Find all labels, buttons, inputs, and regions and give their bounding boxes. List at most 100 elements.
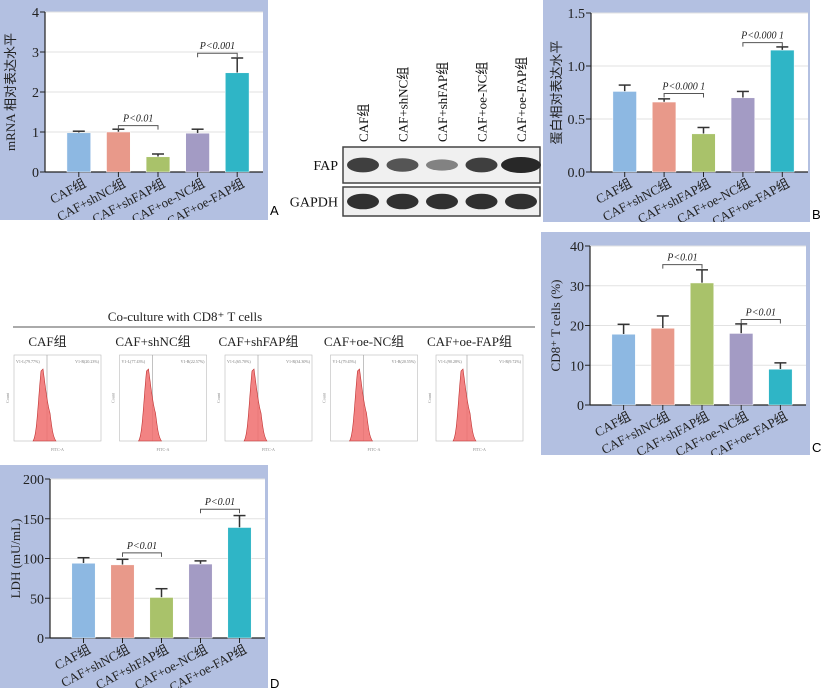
significance-bracket [200, 508, 240, 514]
y-tick-label: 100 [23, 553, 44, 568]
gate-left-label: V1-L(90.28%) [438, 359, 462, 364]
bar [225, 72, 250, 173]
y-tick-label: 0 [577, 399, 584, 414]
flow-panel-title: CAF+oe-NC组 [324, 334, 404, 349]
gate-right-label: V1-R(20.55%) [392, 359, 417, 364]
flow-plot-frame [119, 354, 207, 442]
flow-plot-frame [435, 354, 524, 442]
histogram-peak [452, 368, 477, 442]
y-axis-label: Count [5, 392, 10, 403]
bar [652, 101, 677, 173]
y-axis-label: Count [322, 392, 327, 403]
lane-label: CAF+oe-FAP组 [514, 57, 529, 142]
ldh-chart-panel: 0 50 100 150 200 LDH (mU/mL) CAF组 CAF+shNC组 CAF+… [0, 465, 268, 690]
y-tick-label: 1.5 [568, 7, 586, 22]
histogram-peak [243, 368, 268, 442]
flow-plot-frame [13, 354, 102, 442]
gate-left-label: V1-L(77.43%) [122, 359, 146, 364]
x-axis-label: FITC-A [368, 447, 381, 452]
histogram-peak [348, 368, 374, 442]
significance-bracket [740, 319, 781, 324]
bar [729, 333, 754, 406]
bar-chart: 0.00.51.01.5蛋白相对表达水平CAF组CAF+shNC组CAF+shF… [543, 0, 810, 229]
x-axis-label: FITC-A [262, 447, 275, 452]
bar [227, 527, 252, 639]
bar [185, 132, 210, 173]
flow-plot-frame [330, 354, 418, 442]
cd8-chart-panel: 0 10 20 30 40 CD8⁺ T cells (%) CAF组 CAF+shNC组 CA… [541, 232, 810, 462]
flow-cytometry: Co-culture with CD8⁺ T cells CAF组 V1-L(79.… [5, 309, 535, 452]
bar [66, 132, 91, 173]
bar [691, 133, 716, 173]
x-axis-label: FITC-A [157, 447, 170, 452]
gate-left-label: V1-L(79.77%) [16, 359, 40, 364]
significance-label: P<0.000 1 [661, 82, 705, 93]
significance-label: P<0.01 [126, 541, 157, 552]
y-tick-label: 10 [570, 359, 584, 374]
y-tick-label: 1.0 [568, 60, 586, 75]
bar [730, 97, 755, 173]
y-tick-label: 150 [23, 513, 44, 528]
y-tick-label: 1 [32, 126, 39, 141]
bar [149, 597, 174, 639]
y-axis-label: Count [216, 392, 221, 403]
y-tick-label: 0 [37, 632, 44, 647]
lane-label: CAF组 [356, 104, 371, 142]
y-axis-label: CD8⁺ T cells (%) [548, 280, 563, 372]
x-axis-label: FITC-A [51, 447, 64, 452]
panel-label-d: D [270, 676, 280, 690]
blot-row-label: GAPDH [290, 196, 338, 211]
gate-right-label: V1-R(22.57%) [181, 359, 206, 364]
histogram-peak [32, 368, 57, 442]
blot-band [386, 158, 419, 172]
gate-right-label: V1-R(9.72%) [499, 359, 522, 364]
y-axis-label: LDH (mU/mL) [8, 519, 23, 599]
protein-chart-panel: 0.0 0.5 1.0 1.5 蛋白相对表达水平 CAF组 CAF+shNC组 CAF+shF… [543, 0, 810, 229]
bar [71, 563, 96, 639]
significance-bracket [197, 52, 238, 58]
lane-label: CAF+oe-NC组 [475, 62, 490, 142]
panel-label-a: A [270, 203, 279, 218]
mrna-chart-panel: 0 1 2 3 4 mRNA 相对表达水平 CAF组 CAF+shNC组 CAF+shFAP组 C… [0, 0, 268, 229]
bar [689, 282, 715, 406]
blot-band [426, 159, 458, 171]
y-tick-label: 20 [570, 320, 584, 335]
flow-plot-frame [224, 354, 313, 442]
y-tick-label: 0 [32, 166, 39, 181]
flow-panel-title: CAF+oe-FAP组 [427, 334, 512, 349]
western-blot: CAF组 CAF+shNC组 CAF+shFAP组 CAF+oe-NC组 CAF+oe-… [290, 57, 541, 217]
lane-label: CAF+shFAP组 [435, 62, 450, 142]
significance-label: P<0.01 [204, 497, 235, 508]
panel-label-c: C [812, 440, 822, 455]
x-axis-label: FITC-A [473, 447, 486, 452]
blot-row-label: FAP [313, 159, 338, 174]
significance-bracket [742, 42, 783, 47]
significance-label: P<0.01 [745, 308, 776, 319]
y-tick-label: 2 [32, 86, 39, 101]
blot-band [347, 193, 379, 210]
blot-band [501, 157, 541, 173]
significance-label: P<0.001 [199, 41, 235, 52]
bar [106, 131, 131, 173]
flow-panel-title: CAF+shFAP组 [218, 334, 298, 349]
flow-panel-title: CAF+shNC组 [115, 334, 190, 349]
y-axis-label: 蛋白相对表达水平 [549, 40, 564, 144]
y-tick-label: 200 [23, 473, 44, 488]
gate-left-label: V1-L(65.70%) [227, 359, 251, 364]
y-tick-label: 0.0 [568, 166, 586, 181]
y-tick-label: 0.5 [568, 113, 586, 128]
histogram-peak [137, 368, 163, 442]
panel-label-b: B [812, 207, 821, 222]
bar [188, 563, 213, 639]
significance-bracket [122, 552, 162, 557]
significance-label: P<0.01 [122, 114, 153, 125]
significance-bracket [662, 264, 703, 269]
y-tick-label: 30 [570, 280, 584, 295]
lane-label: CAF+shNC组 [396, 67, 411, 142]
blot-band [505, 193, 537, 210]
y-axis-label: mRNA 相对表达水平 [3, 33, 18, 151]
